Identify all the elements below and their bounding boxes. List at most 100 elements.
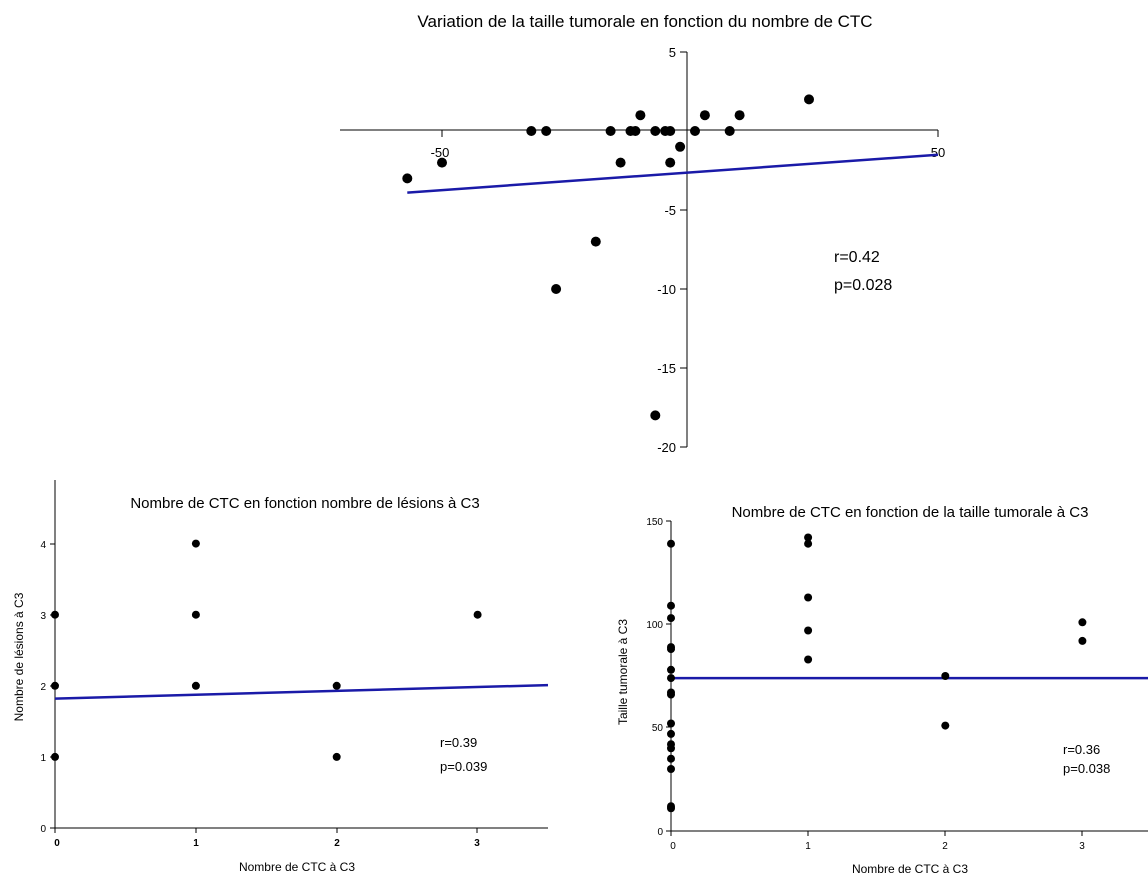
chart-ctc-vs-tumor-size: Nombre de CTC en fonction de la taille t… xyxy=(616,504,1148,876)
chart-2-x-tick-label: 1 xyxy=(193,838,199,849)
chart-3-data-point xyxy=(667,614,675,623)
chart-1-data-point xyxy=(402,173,413,184)
chart-1-data-point xyxy=(675,141,686,152)
chart-2-data-point xyxy=(191,539,200,548)
chart-1-y-tick-label: 5 xyxy=(669,45,676,60)
chart-3-x-axis-label: Nombre de CTC à C3 xyxy=(852,862,968,876)
chart-3-data-point xyxy=(804,626,813,635)
chart-1-y-tick-label: -20 xyxy=(657,440,676,455)
chart-2-x-axis-label: Nombre de CTC à C3 xyxy=(239,860,355,874)
chart-1-data-point xyxy=(690,126,700,136)
chart-3-data-point xyxy=(667,729,675,738)
chart-1-data-point xyxy=(724,126,735,136)
chart-3-x-ticks: 0 1 2 3 xyxy=(670,831,1085,852)
chart-2-y-tick-label: 4 xyxy=(40,540,46,551)
chart-3-x-tick-label: 2 xyxy=(942,841,948,852)
chart-2-regression-line xyxy=(54,683,549,700)
chart-1-data-point xyxy=(734,110,745,121)
chart-2-r-value: r=0.39 xyxy=(440,735,477,750)
chart-3-data-point xyxy=(667,690,675,699)
chart-2-data-point xyxy=(332,752,341,761)
chart-1-x-tick-label: -50 xyxy=(431,145,450,160)
chart-1-data-point xyxy=(526,126,537,136)
chart-1-data-point xyxy=(650,410,661,421)
chart-3-data-point xyxy=(667,539,675,548)
chart-3-data-point xyxy=(804,655,813,664)
chart-3-data-point xyxy=(941,672,950,680)
chart-1-y-tick-label: -15 xyxy=(657,361,676,376)
chart-3-data-point xyxy=(667,601,675,610)
chart-2-y-tick-label: 0 xyxy=(40,824,46,835)
chart-2-data-point xyxy=(191,610,200,619)
chart-3-p-value: p=0.038 xyxy=(1063,761,1110,776)
chart-3-y-tick-label: 150 xyxy=(646,517,663,528)
chart-1-data-point xyxy=(605,126,616,136)
chart-3-data-point xyxy=(1078,618,1087,627)
chart-2-y-tick-label: 2 xyxy=(40,682,46,693)
chart-1-y-ticks: 5 -5 -10 -15 -20 xyxy=(657,45,687,455)
chart-3-data-point xyxy=(667,665,675,674)
chart-3-data-point xyxy=(667,674,675,683)
chart-3-y-ticks: 0 50 100 150 xyxy=(646,517,671,838)
chart-1-data-point xyxy=(699,110,710,121)
chart-3-data-point xyxy=(667,719,675,728)
chart-1-data-point xyxy=(804,94,814,105)
chart-3-data-point xyxy=(1078,636,1087,645)
chart-1-data-point xyxy=(551,284,562,294)
chart-1-data-point xyxy=(665,126,676,136)
chart-1-x-tick-label: 50 xyxy=(931,145,945,160)
chart-1-data-point xyxy=(615,157,626,168)
chart-2-x-tick-label: 3 xyxy=(474,838,480,849)
chart-1-data-point xyxy=(630,126,641,136)
chart-3-data-point xyxy=(804,593,813,602)
chart-3-data-point xyxy=(667,765,675,773)
chart-2-data-point xyxy=(473,610,482,619)
chart-2-data-point xyxy=(332,681,341,690)
chart-2-x-tick-label: 0 xyxy=(54,838,60,849)
chart-3-x-tick-label: 0 xyxy=(670,841,676,852)
chart-1-x-ticks: -50 50 xyxy=(431,130,945,160)
chart-1-title: Variation de la taille tumorale en fonct… xyxy=(417,12,872,31)
chart-3-data-point xyxy=(804,533,813,542)
chart-ctc-vs-lesions: Nombre de CTC en fonction nombre de lési… xyxy=(12,480,549,874)
chart-2-p-value: p=0.039 xyxy=(440,759,487,774)
chart-3-y-tick-label: 100 xyxy=(646,620,663,631)
chart-1-data-point xyxy=(541,126,552,136)
chart-3-data-point xyxy=(667,804,675,813)
chart-2-data-point xyxy=(51,681,59,690)
chart-1-data-point xyxy=(665,157,676,168)
chart-2-data-point xyxy=(51,752,59,761)
chart-2-y-tick-label: 1 xyxy=(40,753,46,764)
chart-1-p-value: p=0.028 xyxy=(834,277,892,294)
chart-1-y-tick-label: -10 xyxy=(657,282,676,297)
chart-3-title: Nombre de CTC en fonction de la taille t… xyxy=(732,504,1089,521)
chart-3-data-point xyxy=(804,539,813,548)
chart-2-data-point xyxy=(51,610,59,619)
chart-3-y-axis-label: Taille tumorale à C3 xyxy=(616,619,630,725)
chart-1-data-point xyxy=(590,236,601,247)
chart-tumor-size-variation: Variation de la taille tumorale en fonct… xyxy=(340,12,945,455)
chart-2-title: Nombre de CTC en fonction nombre de lési… xyxy=(130,495,479,512)
chart-3-marks xyxy=(667,533,1148,813)
chart-1-y-tick-label: -5 xyxy=(664,203,676,218)
chart-2-marks xyxy=(51,539,549,761)
chart-3-data-point xyxy=(941,721,950,730)
chart-3-data-point xyxy=(667,645,675,654)
chart-2-y-axis-label: Nombre de lésions à C3 xyxy=(12,592,26,721)
chart-3-data-point xyxy=(667,744,675,753)
chart-2-data-point xyxy=(191,681,200,690)
chart-3-x-tick-label: 1 xyxy=(805,841,811,852)
chart-2-x-tick-label: 2 xyxy=(334,838,340,849)
chart-3-data-point xyxy=(667,754,675,763)
chart-1-r-value: r=0.42 xyxy=(834,249,880,266)
chart-2-x-ticks: 0 1 2 3 xyxy=(54,828,480,849)
chart-2-y-tick-label: 3 xyxy=(40,611,46,622)
chart-3-r-value: r=0.36 xyxy=(1063,742,1100,757)
chart-1-data-point xyxy=(635,110,646,121)
chart-3-x-tick-label: 3 xyxy=(1079,841,1085,852)
chart-1-regression-line xyxy=(407,153,939,194)
chart-3-y-tick-label: 0 xyxy=(657,827,663,838)
chart-1-data-point xyxy=(650,126,661,136)
chart-1-data-point xyxy=(437,157,447,168)
